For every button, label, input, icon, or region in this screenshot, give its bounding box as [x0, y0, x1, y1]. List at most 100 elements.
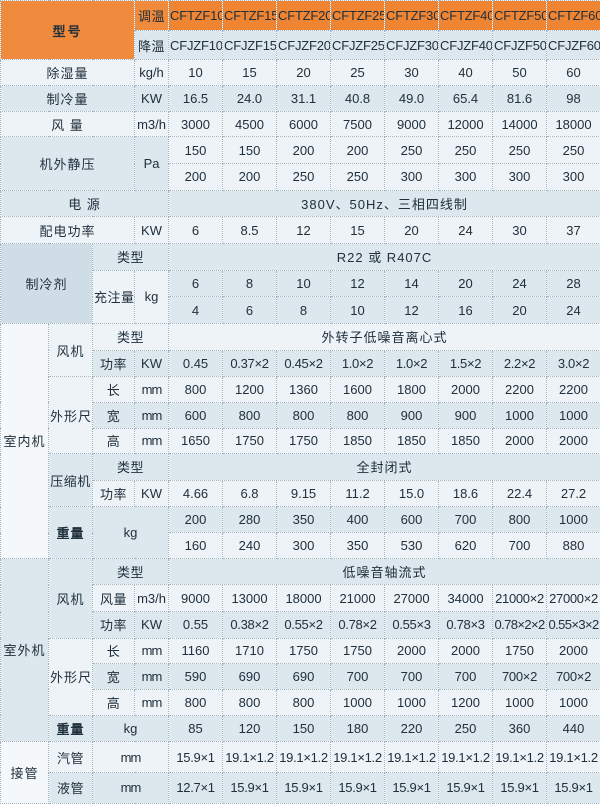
cell-outdoor-airflow-2: 18000: [276, 584, 332, 612]
cell-charge-a-2: 10: [276, 269, 332, 298]
cell-outdoor-fan-power-3: 0.78×2: [330, 611, 386, 639]
model-tiaowen-3: CFTZF25: [330, 0, 386, 31]
model-jiangwen-5: CFJZF40: [438, 29, 494, 61]
cell-piping-gas-3: 19.1×1.2: [330, 741, 386, 773]
cell-outdoor-fan-power-2: 0.55×2: [276, 611, 332, 639]
cell-outdoor-airflow-1: 13000: [222, 584, 278, 612]
cell-piping-gas-2: 19.1×1.2: [276, 741, 332, 773]
cell-indoor-length-0: 800: [168, 376, 224, 403]
unit-outdoor-height: mm: [134, 688, 170, 716]
unit-outdoor-width: mm: [134, 663, 170, 690]
cell-airflow-4: 9000: [384, 110, 440, 138]
cell-piping-gas-7: 19.1×1.2: [546, 741, 600, 773]
cell-outdoor-weight-5: 250: [438, 714, 494, 743]
cell-static-b-3: 250: [330, 163, 386, 191]
cell-charge-a-4: 14: [384, 269, 440, 298]
row-label-power-supply: 电 源: [0, 189, 170, 218]
cell-outdoor-weight-1: 120: [222, 714, 278, 743]
cell-compressor-power-2: 9.15: [276, 479, 332, 508]
subgroup-label-outdoor-dimensions: 外形尺寸: [48, 637, 93, 716]
cell-charge-a-5: 20: [438, 269, 494, 298]
cell-indoor-weight-b-5: 620: [438, 532, 494, 559]
label-refrigerant-charge: 充注量: [91, 269, 136, 324]
cell-piping-liquid-0: 12.7×1: [168, 771, 224, 804]
cell-static-a-5: 250: [438, 136, 494, 164]
model-tiaowen-1: CFTZF15: [222, 0, 278, 31]
cell-piping-liquid-1: 15.9×1: [222, 771, 278, 804]
subgroup-label-indoor-weight: 重量: [48, 506, 93, 559]
cell-static-a-2: 200: [276, 136, 332, 164]
cell-indoor-width-6: 1000: [492, 401, 548, 429]
cell-indoor-width-0: 600: [168, 401, 224, 429]
cell-static-a-0: 150: [168, 136, 224, 164]
cell-outdoor-airflow-6: 21000×2: [492, 584, 548, 612]
cell-airflow-0: 3000: [168, 110, 224, 138]
label-indoor-length: 长: [91, 376, 136, 403]
model-tiaowen-2: CFTZF20: [276, 0, 332, 31]
cell-airflow-1: 4500: [222, 110, 278, 138]
cell-indoor-fan-power-7: 3.0×2: [546, 349, 600, 378]
subgroup-label-compressor: 压缩机: [48, 453, 93, 508]
cell-piping-liquid-4: 15.9×1: [384, 771, 440, 804]
model-jiangwen-1: CFJZF15: [222, 29, 278, 61]
cell-charge-a-0: 6: [168, 269, 224, 298]
unit-dehumidify: kg/h: [134, 59, 170, 87]
cell-charge-b-0: 4: [168, 296, 224, 324]
cell-outdoor-height-6: 1000: [492, 688, 548, 716]
cell-outdoor-airflow-0: 9000: [168, 584, 224, 612]
cell-indoor-fan-power-3: 1.0×2: [330, 349, 386, 378]
cell-piping-gas-6: 19.1×1.2: [492, 741, 548, 773]
cell-piping-liquid-2: 15.9×1: [276, 771, 332, 804]
cell-indoor-fan-power-4: 1.0×2: [384, 349, 440, 378]
cell-indoor-weight-b-4: 530: [384, 532, 440, 559]
model-tiaowen-4: CFTZF30: [384, 0, 440, 31]
cell-indoor-weight-a-3: 400: [330, 506, 386, 534]
cell-power-supply-value: 380V、50Hz、三相四线制: [168, 189, 600, 218]
cell-indoor-height-7: 2000: [546, 427, 600, 455]
cell-indoor-length-7: 2200: [546, 376, 600, 403]
cell-outdoor-height-1: 800: [222, 688, 278, 716]
cell-outdoor-width-1: 690: [222, 663, 278, 690]
cell-indoor-weight-a-5: 700: [438, 506, 494, 534]
subgroup-label-outdoor-weight: 重量: [48, 714, 93, 743]
label-indoor-fan-type: 类型: [91, 322, 170, 351]
cell-indoor-weight-a-4: 600: [384, 506, 440, 534]
unit-piping-gas: mm: [91, 741, 170, 773]
cell-piping-gas-0: 15.9×1: [168, 741, 224, 773]
cell-indoor-weight-a-1: 280: [222, 506, 278, 534]
cell-static-a-4: 250: [384, 136, 440, 164]
cell-cooling-3: 40.8: [330, 85, 386, 112]
cell-dist-power-7: 37: [546, 216, 600, 244]
unit-indoor-width: mm: [134, 401, 170, 429]
label-outdoor-fan-type: 类型: [91, 557, 170, 586]
cell-cooling-2: 31.1: [276, 85, 332, 112]
label-indoor-fan-power: 功率: [91, 349, 136, 378]
cell-outdoor-fan-power-4: 0.55×3: [384, 611, 440, 639]
cell-dehumidify-4: 30: [384, 59, 440, 87]
cell-indoor-width-5: 900: [438, 401, 494, 429]
cell-outdoor-fan-power-5: 0.78×3: [438, 611, 494, 639]
model-jiangwen-3: CFJZF25: [330, 29, 386, 61]
cell-dehumidify-2: 20: [276, 59, 332, 87]
cell-indoor-height-5: 1850: [438, 427, 494, 455]
cell-static-b-0: 200: [168, 163, 224, 191]
cell-dehumidify-7: 60: [546, 59, 600, 87]
cell-compressor-power-0: 4.66: [168, 479, 224, 508]
model-jiangwen-2: CFJZF20: [276, 29, 332, 61]
cell-dist-power-1: 8.5: [222, 216, 278, 244]
model-tiaowen-7: CFTZF60: [546, 0, 600, 31]
group-label-outdoor-unit: 室外机: [0, 557, 49, 743]
cell-indoor-height-6: 2000: [492, 427, 548, 455]
cell-static-b-1: 200: [222, 163, 278, 191]
cell-indoor-width-1: 800: [222, 401, 278, 429]
label-outdoor-height: 高: [91, 688, 136, 716]
cell-outdoor-width-5: 700: [438, 663, 494, 690]
unit-piping-liquid: mm: [91, 771, 170, 804]
cell-cooling-0: 16.5: [168, 85, 224, 112]
cell-static-b-7: 300: [546, 163, 600, 191]
cell-static-b-4: 300: [384, 163, 440, 191]
cell-airflow-6: 14000: [492, 110, 548, 138]
cell-piping-liquid-7: 15.9×1: [546, 771, 600, 804]
cell-outdoor-fan-power-0: 0.55: [168, 611, 224, 639]
cell-outdoor-airflow-4: 27000: [384, 584, 440, 612]
